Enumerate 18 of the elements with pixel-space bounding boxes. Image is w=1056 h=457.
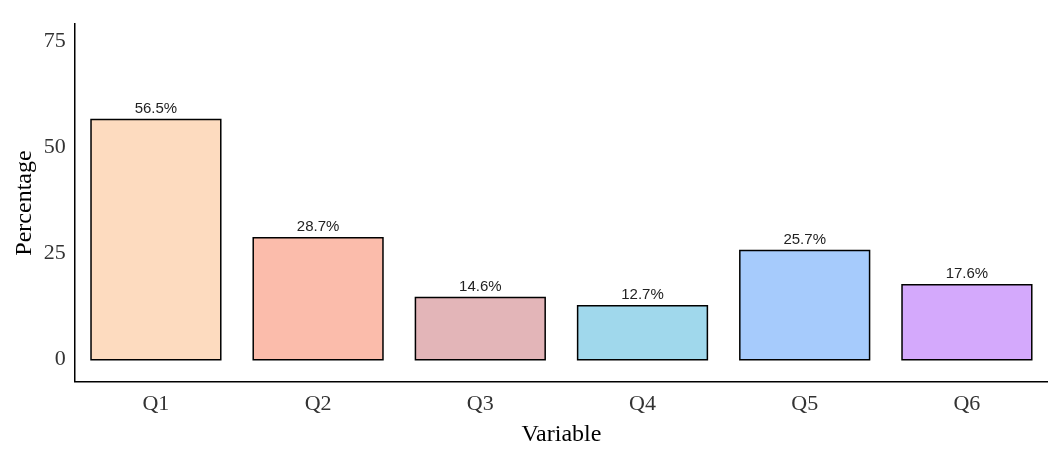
y-axis-title: Percentage: [9, 150, 36, 256]
x-tick-label: Q2: [304, 389, 332, 415]
x-tick-label: Q5: [791, 389, 819, 415]
y-tick-label: 75: [43, 26, 66, 52]
x-tick-label: Q1: [142, 389, 170, 415]
y-tick-label: 50: [43, 132, 66, 158]
data-label: 28.7%: [296, 217, 340, 235]
x-axis-title: Variable: [521, 419, 602, 446]
data-label: 17.6%: [945, 264, 989, 282]
data-label: 56.5%: [134, 99, 178, 117]
x-tick-label: Q3: [466, 389, 494, 415]
data-label: 14.6%: [459, 277, 502, 295]
y-tick-label: 0: [54, 345, 66, 371]
x-tick-label: Q6: [953, 389, 981, 415]
data-label: 25.7%: [783, 230, 826, 248]
y-tick-label: 25: [43, 239, 66, 265]
x-tick-label: Q4: [629, 389, 656, 415]
data-label: 12.7%: [621, 285, 664, 303]
